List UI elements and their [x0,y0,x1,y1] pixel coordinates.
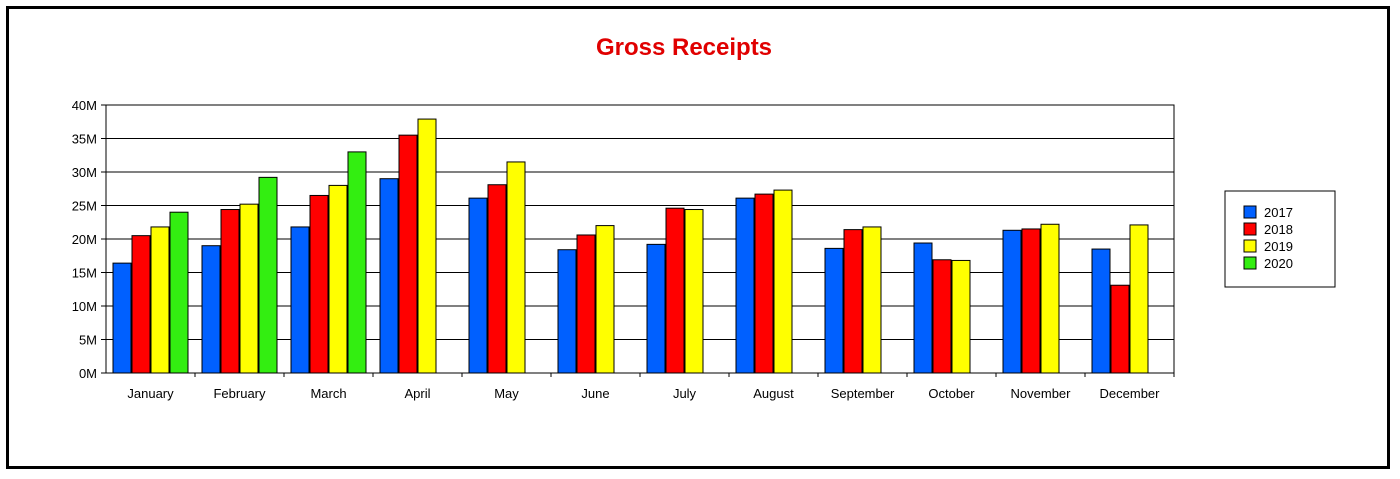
y-tick-label: 5M [79,333,97,348]
bar-2019-december [1129,224,1149,374]
bar-2017-april [379,178,399,374]
plot-area-border [105,104,1175,374]
bar-2019-september [862,226,882,374]
bar-2017-june [557,249,577,374]
bar-2018-may [487,184,507,374]
legend-swatch [1243,205,1257,219]
y-tick-label: 40M [72,98,97,113]
bars [112,118,1149,374]
bar-2018-january [131,235,151,374]
legend-label: 2019 [1264,239,1293,254]
bar-2019-february [239,203,259,374]
bar-2017-september [824,247,844,374]
y-tick-label: 10M [72,299,97,314]
bar-2020-march [347,151,367,374]
bar-2020-january [169,211,189,374]
bar-2017-may [468,197,488,374]
bar-2020-february [258,176,278,374]
legend-swatch [1243,222,1257,236]
y-tick-label: 35M [72,132,97,147]
legend-label: 2017 [1264,205,1293,220]
x-tick-label: October [928,386,975,401]
bar-2017-march [290,226,310,374]
bar-2018-october [932,259,952,374]
bar-2019-may [506,161,526,374]
x-tick-label: December [1100,386,1161,401]
bar-2019-august [773,189,793,374]
x-tick-label: August [753,386,794,401]
legend-swatch [1243,256,1257,270]
bar-2019-november [1040,223,1060,374]
x-tick-label: March [310,386,346,401]
y-tick-label: 0M [79,366,97,381]
bar-2019-april [417,118,437,374]
x-tick-label: November [1011,386,1072,401]
bar-2019-march [328,184,348,374]
bar-2018-april [398,134,418,374]
bar-2017-november [1002,229,1022,374]
x-tick-label: April [404,386,430,401]
bar-2019-october [951,259,971,374]
bar-2018-december [1110,284,1130,374]
bar-2018-february [220,209,240,374]
bar-2019-january [150,226,170,374]
x-tick-label: January [127,386,174,401]
x-tick-label: September [831,386,895,401]
bar-2017-july [646,243,666,374]
legend: 2017 2018 2019 2020 [1224,190,1336,288]
legend-swatch [1243,239,1257,253]
bar-2017-august [735,197,755,374]
bar-2018-june [576,234,596,374]
bar-2018-august [754,193,774,374]
x-axis-ticks: January February March April May June July Augu… [127,373,1175,401]
y-axis-ticks: 0M 5M 10M 15M 20M 25M 30M 35M 40M [72,98,106,381]
bar-2017-february [201,245,221,374]
bar-2018-july [665,207,685,374]
x-tick-label: July [673,386,697,401]
bar-2018-september [843,229,863,374]
bar-2017-january [112,262,132,374]
bar-2017-october [913,242,933,374]
y-tick-label: 15M [72,266,97,281]
x-tick-label: May [494,386,519,401]
legend-label: 2018 [1264,222,1293,237]
bar-2018-november [1021,228,1041,374]
y-tick-label: 30M [72,165,97,180]
y-tick-label: 25M [72,199,97,214]
legend-box [1224,190,1336,288]
bar-2019-july [684,209,704,374]
bar-2018-march [309,194,329,374]
legend-label: 2020 [1264,256,1293,271]
legend-items: 2017 2018 2019 2020 [1243,205,1293,271]
bar-2017-december [1091,248,1111,374]
x-tick-label: February [213,386,266,401]
bar-2019-june [595,225,615,374]
chart-title: Gross Receipts [596,34,772,61]
x-tick-label: June [581,386,609,401]
y-tick-label: 20M [72,232,97,247]
